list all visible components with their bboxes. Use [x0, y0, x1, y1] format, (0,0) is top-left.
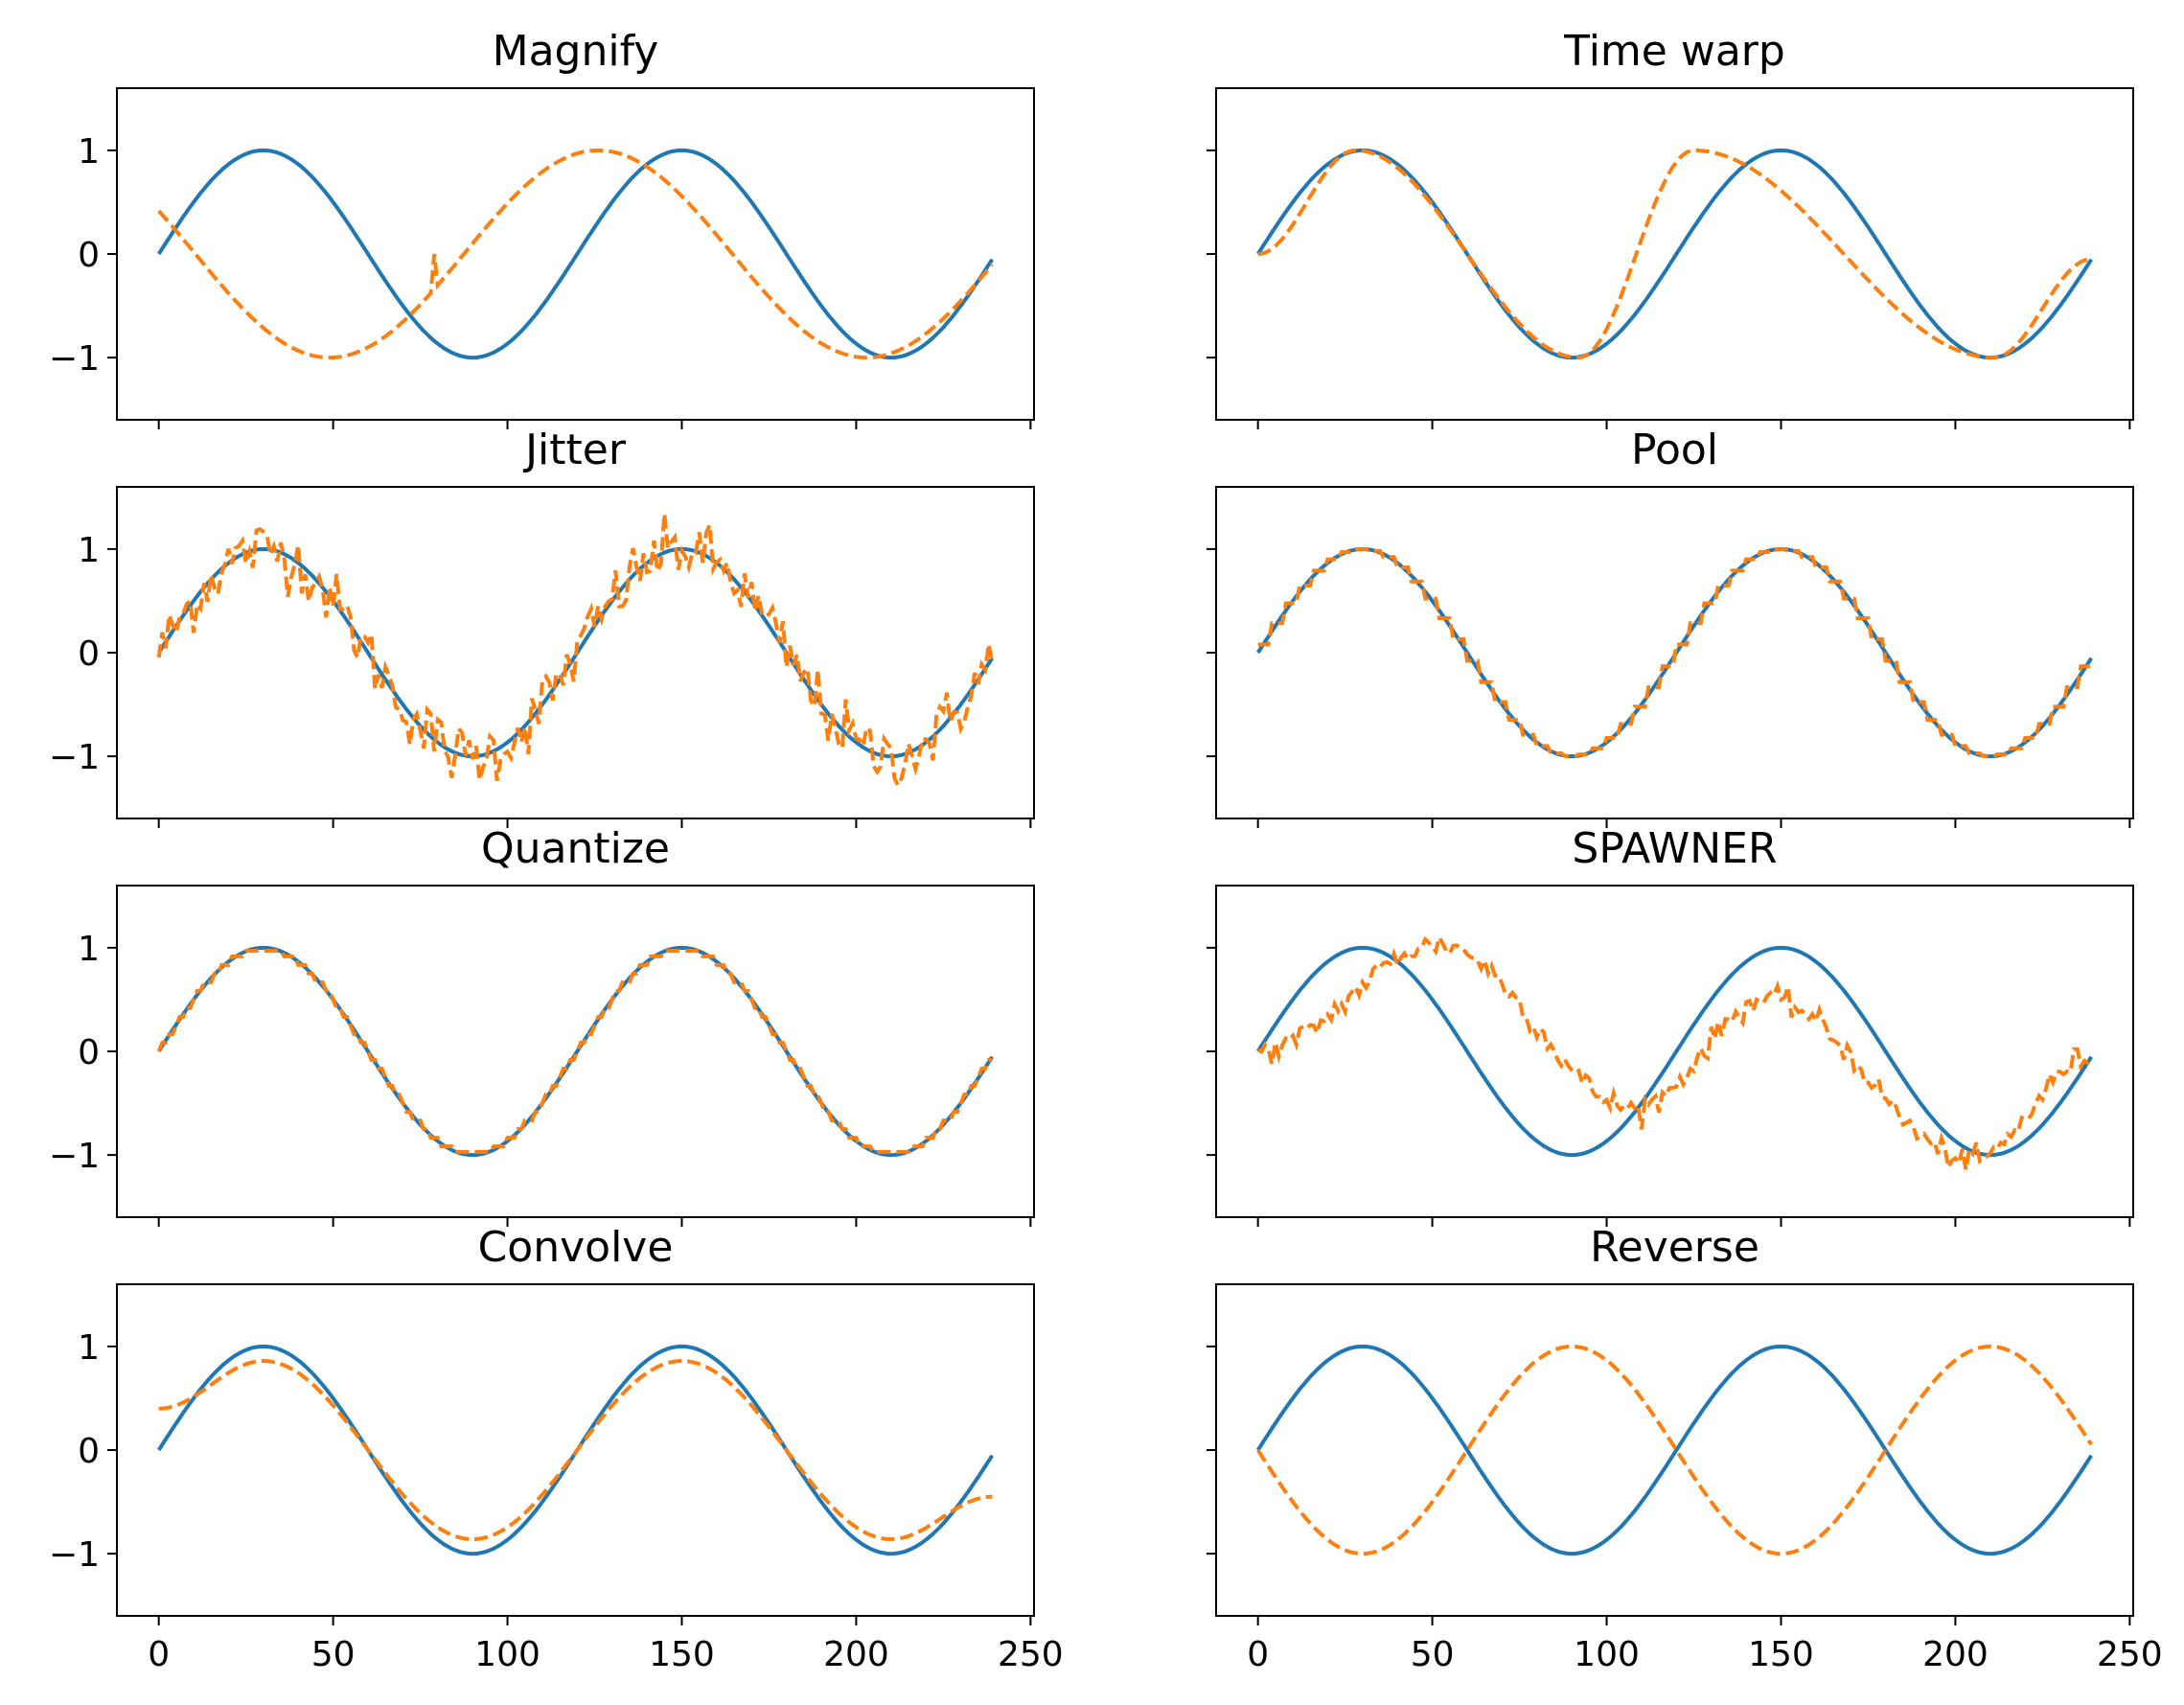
panel-title-1: Time warp [1563, 27, 1785, 76]
panel-title-4: Quantize [481, 824, 670, 873]
xtick-label-7-4: 200 [1922, 1635, 1989, 1674]
xtick-label-6-1: 50 [311, 1635, 356, 1674]
series-augmented-1 [1257, 148, 2092, 360]
ytick-label-6-0: 1 [78, 1328, 100, 1368]
series-augmented-7 [1256, 1344, 2093, 1556]
ytick-label-0-2: −1 [49, 339, 100, 379]
series-augmented-6 [158, 1358, 993, 1542]
ytick-label-0-0: 1 [78, 132, 100, 172]
panel-title-5: SPAWNER [1572, 824, 1777, 873]
xtick-label-6-5: 250 [998, 1635, 1064, 1674]
series-augmented-5 [1256, 932, 2093, 1174]
xtick-label-6-4: 200 [823, 1635, 889, 1674]
ytick-label-6-1: 0 [78, 1432, 100, 1471]
series-original-7 [1256, 1344, 2093, 1556]
xtick-label-7-5: 250 [2097, 1635, 2163, 1674]
series-original-5 [1256, 945, 2093, 1158]
xtick-label-7-3: 150 [1748, 1635, 1814, 1674]
series-augmented-2 [156, 513, 995, 790]
panel-title-7: Reverse [1590, 1223, 1759, 1272]
panel-title-6: Convolve [478, 1223, 674, 1272]
panel-title-2: Jitter [522, 426, 627, 474]
xtick-label-7-0: 0 [1247, 1635, 1269, 1674]
ytick-label-2-2: −1 [49, 738, 100, 777]
series-original-4 [157, 945, 994, 1158]
xtick-label-7-1: 50 [1411, 1635, 1455, 1674]
xtick-label-7-2: 100 [1574, 1635, 1640, 1674]
series-augmented-4 [156, 949, 993, 1154]
ytick-label-6-2: −1 [49, 1535, 100, 1575]
ytick-label-4-1: 0 [78, 1033, 100, 1072]
ytick-label-2-0: 1 [78, 531, 100, 570]
ytick-label-0-1: 0 [78, 236, 100, 275]
xtick-label-6-0: 0 [148, 1635, 170, 1674]
series-original-0 [157, 148, 994, 360]
series-original-1 [1256, 148, 2093, 360]
ytick-label-4-0: 1 [78, 930, 100, 969]
panel-title-0: Magnify [493, 27, 659, 76]
panel-title-3: Pool [1631, 426, 1718, 474]
ytick-label-2-1: 0 [78, 634, 100, 674]
xtick-label-6-3: 150 [649, 1635, 715, 1674]
series-augmented-0 [157, 148, 994, 360]
series-augmented-3 [1257, 547, 2092, 758]
ytick-label-4-2: −1 [49, 1137, 100, 1176]
xtick-label-6-2: 100 [474, 1635, 540, 1674]
